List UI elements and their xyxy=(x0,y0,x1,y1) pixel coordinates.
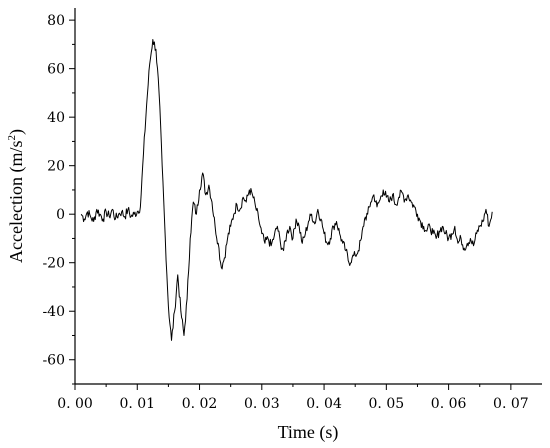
y-axis-title-close: ) xyxy=(6,129,27,135)
y-ticks: -60 -40 -20 0 20 40 60 80 xyxy=(42,13,75,385)
x-tick-label: 0. 07 xyxy=(493,396,529,412)
y-axis-title-main: Accelection (m/s xyxy=(6,141,27,263)
y-tick-label: -20 xyxy=(42,256,65,272)
x-tick-label: 0. 06 xyxy=(431,396,467,412)
series-line xyxy=(80,39,493,341)
x-tick-label: 0. 00 xyxy=(57,396,93,412)
x-tick-label: 0. 04 xyxy=(306,396,342,412)
x-axis-title: Time (s) xyxy=(278,422,339,443)
x-tick-label: 0. 03 xyxy=(244,396,280,412)
y-axis-title-sup: 2 xyxy=(6,135,18,141)
series-layer xyxy=(80,39,493,341)
y-axis-title: Accelection (m/s2) xyxy=(6,129,27,263)
y-tick-label: 40 xyxy=(47,110,65,126)
x-tick-label: 0. 05 xyxy=(369,396,405,412)
axes xyxy=(74,8,542,385)
y-tick-label: -60 xyxy=(42,353,65,369)
y-tick-label: 60 xyxy=(47,62,65,78)
x-tick-label: 0. 02 xyxy=(182,396,218,412)
y-tick-label: -40 xyxy=(42,304,65,320)
y-tick-label: 80 xyxy=(47,13,65,29)
y-tick-label: 0 xyxy=(56,207,65,223)
x-ticks: 0. 00 0. 01 0. 02 0. 03 0. 04 0. 05 0. 06 0. 07 xyxy=(57,384,529,412)
x-tick-label: 0. 01 xyxy=(119,396,155,412)
y-tick-label: 20 xyxy=(47,159,65,175)
